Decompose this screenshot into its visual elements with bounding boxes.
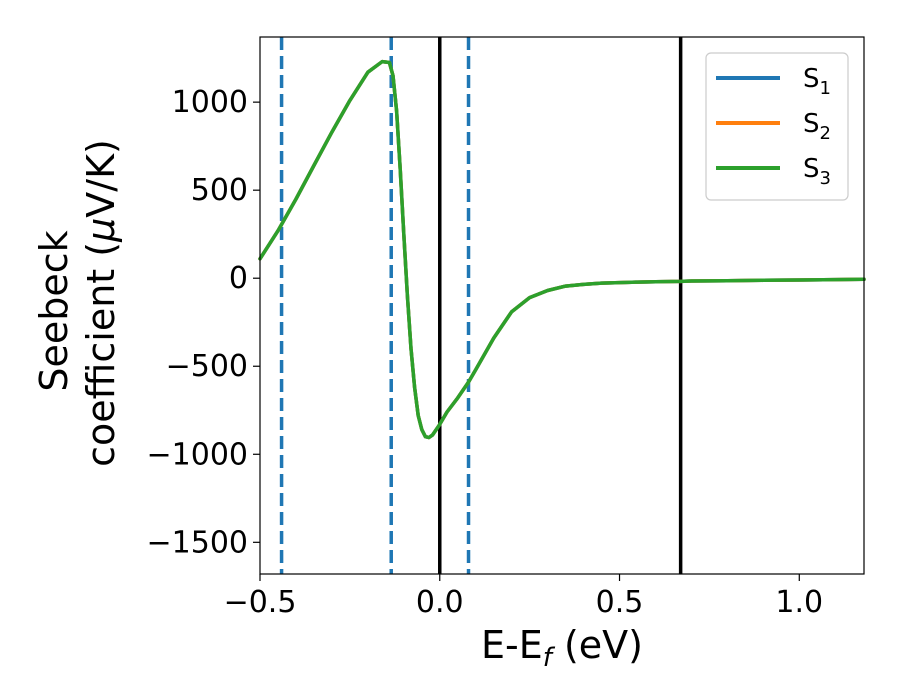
legend-box [705,52,849,201]
legend-label-S1: S1 [803,64,831,99]
x-tick-label: 0.0 [416,585,464,620]
legend-label-S3: S3 [803,154,831,189]
axis-ticks: −0.5 0.0 0.5 1.0 1000 500 0 −500 −1000 −1500 [147,85,824,620]
y-axis-label-line1: Seebeck [32,230,76,391]
x-axis-label: E-Ef (eV) [481,623,643,673]
plot-frame [259,36,865,575]
axes-frame [259,36,865,575]
series-line-S3 [258,59,866,440]
y-tick-label: −500 [166,349,248,384]
x-tick-label: 1.0 [775,585,823,620]
series-lines [258,59,866,440]
y-tick-label: 1000 [172,85,248,120]
y-tick-label: 0 [229,261,248,296]
y-tick-label: −1000 [147,437,248,472]
x-tick-label: 0.5 [596,585,644,620]
reference-lines [279,37,683,574]
y-tick-label: 500 [191,173,248,208]
x-tick-label: −0.5 [224,585,297,620]
y-tick-label: −1500 [147,525,248,560]
y-axis-label-line2: coefficient (μV/K) [79,139,123,467]
legend: S1 S2 S3 [705,52,849,201]
legend-label-S2: S2 [803,109,831,144]
